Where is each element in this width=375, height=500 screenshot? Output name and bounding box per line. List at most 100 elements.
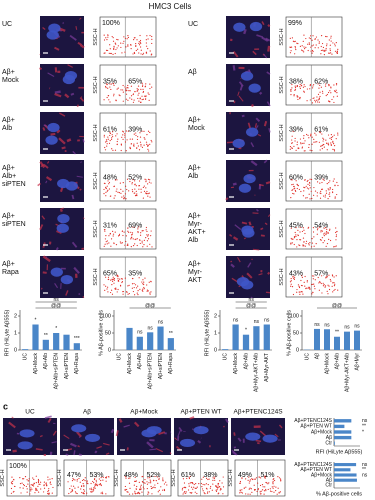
event-dot xyxy=(147,92,149,94)
stain xyxy=(223,425,225,428)
stain xyxy=(71,194,75,200)
event-dot xyxy=(208,478,210,480)
event-dot xyxy=(142,52,145,54)
event-dot xyxy=(134,184,136,186)
event-dot xyxy=(325,190,327,192)
event-dot xyxy=(13,485,16,488)
event-dot xyxy=(293,94,295,96)
significance: ns xyxy=(324,322,330,328)
event-dot xyxy=(121,230,124,232)
event-dot xyxy=(240,491,242,493)
event-dot xyxy=(105,186,107,188)
event-dot xyxy=(311,45,313,47)
micrograph xyxy=(226,208,271,251)
percent-label: 65% xyxy=(103,271,117,278)
event-dot xyxy=(125,130,127,132)
event-dot xyxy=(122,84,124,87)
event-dot xyxy=(319,226,321,228)
event-dot xyxy=(311,39,313,41)
stain xyxy=(42,271,47,274)
event-dot xyxy=(74,479,76,481)
event-dot xyxy=(142,230,144,232)
event-dot xyxy=(316,233,318,235)
event-dot xyxy=(299,86,301,88)
event-dot xyxy=(112,131,114,133)
significance: ns xyxy=(344,325,350,331)
event-dot xyxy=(117,288,119,291)
event-dot xyxy=(30,484,32,486)
bar xyxy=(53,333,60,350)
event-dot xyxy=(312,97,314,100)
event-dot xyxy=(135,480,138,482)
event-dot xyxy=(278,477,281,479)
event-dot xyxy=(308,37,310,39)
event-dot xyxy=(310,246,313,248)
event-dot xyxy=(239,480,242,483)
event-dot xyxy=(132,93,134,96)
stain xyxy=(258,183,264,187)
nucleus xyxy=(233,22,246,32)
event-dot xyxy=(120,278,123,280)
event-dot xyxy=(307,134,309,136)
event-dot xyxy=(121,242,123,244)
event-dot xyxy=(337,132,339,134)
event-dot xyxy=(146,240,149,242)
event-dot xyxy=(320,49,323,52)
event-dot xyxy=(75,492,77,494)
event-dot xyxy=(126,188,128,191)
event-dot xyxy=(311,283,313,286)
event-dot xyxy=(83,484,85,487)
event-dot xyxy=(124,132,126,135)
event-dot xyxy=(309,178,311,180)
event-dot xyxy=(137,228,139,230)
event-dot xyxy=(156,476,158,478)
event-dot xyxy=(311,52,313,54)
event-dot xyxy=(137,90,139,92)
event-dot xyxy=(127,230,129,232)
event-dot xyxy=(272,487,274,489)
event-dot xyxy=(319,182,321,184)
event-dot xyxy=(308,42,310,44)
event-dot xyxy=(125,150,127,152)
significance: ns xyxy=(233,318,239,324)
stain xyxy=(252,248,260,251)
percent-label: 60% xyxy=(289,175,303,182)
stain xyxy=(237,256,241,263)
stain xyxy=(233,432,236,436)
event-dot xyxy=(163,483,166,485)
micrograph-bg xyxy=(40,16,84,58)
event-dot xyxy=(136,244,138,247)
event-dot xyxy=(139,41,141,43)
event-dot xyxy=(317,227,319,229)
stain xyxy=(70,92,75,96)
event-dot xyxy=(33,478,35,480)
event-dot xyxy=(141,281,143,283)
row-label: Aβ+ xyxy=(2,117,15,124)
nucleus xyxy=(19,429,35,438)
stain xyxy=(69,34,77,41)
event-dot xyxy=(105,241,107,243)
event-dot xyxy=(330,40,332,42)
nucleus xyxy=(238,183,252,193)
event-dot xyxy=(296,85,298,87)
event-dot xyxy=(303,91,305,93)
event-dot xyxy=(105,493,107,495)
event-dot xyxy=(183,492,185,494)
stain xyxy=(58,112,66,117)
event-dot xyxy=(303,46,305,48)
event-dot xyxy=(289,52,292,54)
x-tick-label: UC xyxy=(304,353,310,361)
event-dot xyxy=(302,227,304,229)
flow-plot: SSC-H 48% 52% xyxy=(114,459,172,497)
flow-ylabel: SSC-H xyxy=(279,172,285,189)
event-dot xyxy=(126,86,128,89)
event-dot xyxy=(314,47,316,49)
event-dot xyxy=(149,83,151,85)
event-dot xyxy=(222,493,224,495)
event-dot xyxy=(330,280,332,282)
flow-ylabel: SSC-H xyxy=(279,28,285,45)
stain xyxy=(266,71,271,75)
event-dot xyxy=(311,237,313,240)
event-dot xyxy=(121,52,123,54)
event-dot xyxy=(142,91,144,93)
